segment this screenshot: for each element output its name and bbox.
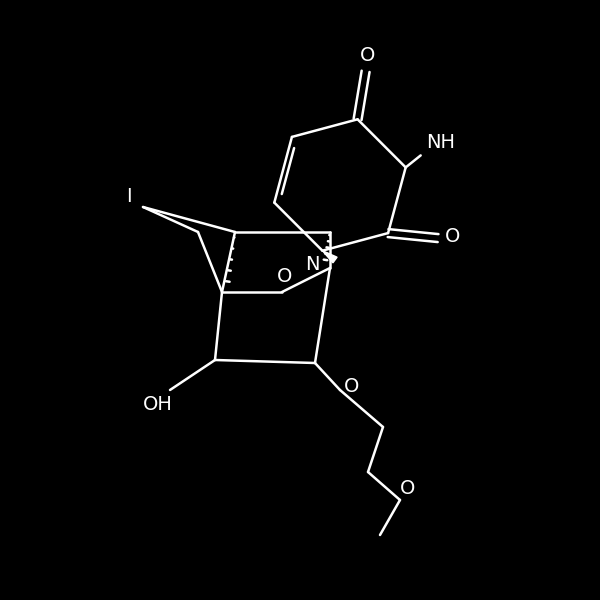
Text: N: N [305, 255, 320, 274]
Text: O: O [277, 266, 293, 286]
Text: O: O [445, 227, 460, 245]
Text: NH: NH [426, 133, 455, 152]
Text: O: O [360, 46, 375, 65]
Text: O: O [344, 377, 359, 397]
Polygon shape [322, 251, 337, 263]
Text: OH: OH [143, 395, 173, 413]
Text: O: O [400, 479, 416, 497]
Text: I: I [126, 187, 132, 206]
